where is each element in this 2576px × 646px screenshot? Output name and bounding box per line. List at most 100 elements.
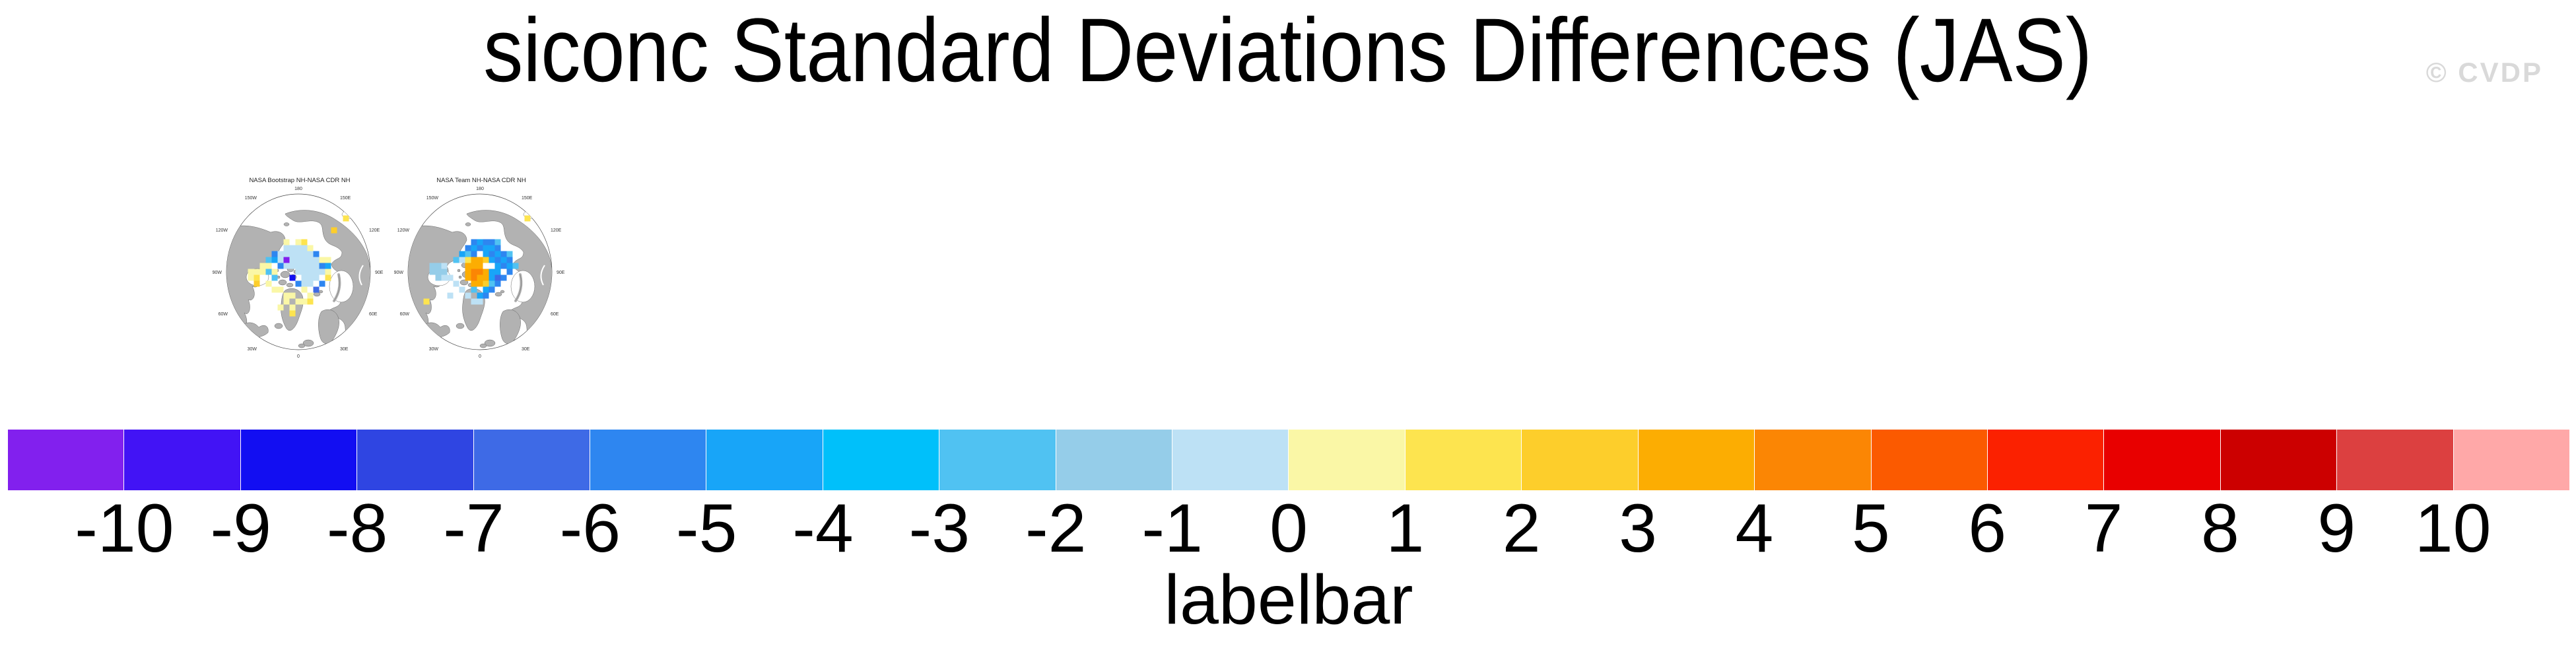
difference-cell — [301, 275, 308, 281]
difference-cell — [289, 304, 296, 311]
difference-cell — [319, 257, 325, 263]
difference-cell — [494, 269, 501, 275]
difference-cell — [313, 275, 320, 281]
difference-cell — [319, 269, 325, 275]
labelbar-tick: -5 — [675, 490, 737, 567]
difference-cell — [325, 275, 331, 281]
difference-cell — [289, 245, 296, 251]
difference-cell — [295, 298, 302, 305]
difference-cell — [500, 275, 507, 281]
map-panel-nasa-bootstrap: NASA Bootstrap NH-NASA CDR NH 180 150W 150… — [213, 177, 384, 359]
map-panel-title: NASA Bootstrap NH-NASA CDR NH — [249, 177, 350, 184]
difference-cell — [289, 251, 296, 257]
difference-cell — [494, 251, 501, 257]
difference-cell — [295, 269, 302, 275]
difference-cell — [435, 269, 442, 275]
difference-cell — [295, 280, 302, 287]
difference-cell — [494, 263, 501, 269]
longitude-label: 150W — [426, 196, 439, 201]
difference-cell — [254, 275, 260, 281]
difference-cell — [283, 263, 290, 269]
difference-cell — [494, 239, 501, 245]
longitude-label: 30E — [340, 347, 349, 352]
labelbar-tick: 4 — [1735, 490, 1774, 567]
difference-cell — [271, 286, 278, 293]
difference-cell — [435, 263, 442, 269]
difference-cell — [301, 286, 308, 293]
difference-cell — [477, 239, 483, 245]
figure-title-text: siconc Standard Deviations Differences (… — [483, 0, 2093, 101]
difference-cell — [477, 280, 483, 287]
labelbar-tick: 1 — [1386, 490, 1425, 567]
difference-cell — [494, 280, 501, 287]
longitude-label: 90E — [557, 271, 565, 275]
difference-cell — [307, 298, 314, 305]
difference-cell — [283, 251, 290, 257]
labelbar-cell — [590, 430, 706, 490]
difference-cell — [465, 292, 471, 299]
difference-cell — [471, 251, 477, 257]
labelbar-tick: 9 — [2317, 490, 2356, 567]
difference-cell — [441, 269, 448, 275]
difference-cell — [271, 257, 278, 263]
difference-cell — [477, 257, 483, 263]
difference-cell — [506, 251, 513, 257]
difference-cell — [477, 298, 483, 305]
difference-cell — [500, 251, 507, 257]
longitude-label: 150E — [340, 196, 351, 201]
labelbar-cell — [1638, 430, 1755, 490]
labelbar-cell — [473, 430, 590, 490]
difference-cell — [295, 263, 302, 269]
difference-cell — [489, 257, 495, 263]
difference-cell — [307, 280, 314, 287]
difference-cell — [465, 269, 471, 275]
difference-cell — [301, 269, 308, 275]
difference-cell — [494, 275, 501, 281]
difference-cell — [465, 251, 471, 257]
difference-cell — [447, 275, 454, 281]
labelbar-tick: 3 — [1619, 490, 1657, 567]
difference-cell — [500, 263, 507, 269]
labelbar-cell — [823, 430, 939, 490]
difference-cell — [319, 280, 325, 287]
longitude-label: 0 — [297, 354, 300, 359]
difference-cell — [277, 304, 284, 311]
difference-cell — [423, 298, 430, 305]
difference-cell — [465, 245, 471, 251]
difference-cell — [248, 275, 254, 281]
difference-cell — [331, 227, 337, 234]
longitude-label: 120E — [369, 228, 380, 233]
difference-cell — [307, 269, 314, 275]
difference-cell — [429, 263, 436, 269]
labelbar-cell — [1056, 430, 1172, 490]
difference-cell — [307, 251, 314, 257]
labelbar-cell — [1755, 430, 1871, 490]
difference-cell — [435, 275, 442, 281]
difference-cell — [325, 257, 331, 263]
difference-cell — [524, 215, 531, 222]
difference-cell — [295, 245, 302, 251]
longitude-label: 0 — [479, 354, 481, 359]
difference-cell — [254, 269, 260, 275]
difference-cell — [248, 269, 254, 275]
labelbar-tick: -7 — [443, 490, 504, 567]
labelbar-cell — [8, 430, 124, 490]
labelbar-tick: -3 — [908, 490, 970, 567]
difference-cell — [441, 263, 448, 269]
difference-cell — [265, 257, 272, 263]
difference-cell — [453, 257, 459, 263]
difference-cell — [295, 239, 302, 245]
longitude-label: 150W — [245, 196, 257, 201]
map-panel-nasa-team: NASA Team NH-NASA CDR NH 180 150W 150E 120W… — [394, 177, 565, 359]
difference-cell — [325, 269, 331, 275]
labelbar-cell — [1289, 430, 1405, 490]
labelbar-cell — [2220, 430, 2337, 490]
difference-cell — [506, 257, 513, 263]
difference-cell — [483, 251, 489, 257]
difference-cell — [289, 257, 296, 263]
difference-cell — [512, 263, 519, 269]
difference-cell — [313, 286, 320, 293]
difference-cell — [506, 269, 513, 275]
difference-cell — [301, 280, 308, 287]
difference-cell — [289, 310, 296, 317]
